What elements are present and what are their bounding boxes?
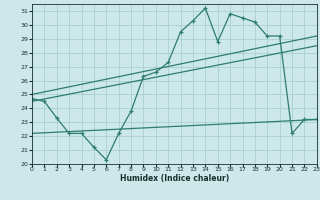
X-axis label: Humidex (Indice chaleur): Humidex (Indice chaleur) (120, 174, 229, 183)
